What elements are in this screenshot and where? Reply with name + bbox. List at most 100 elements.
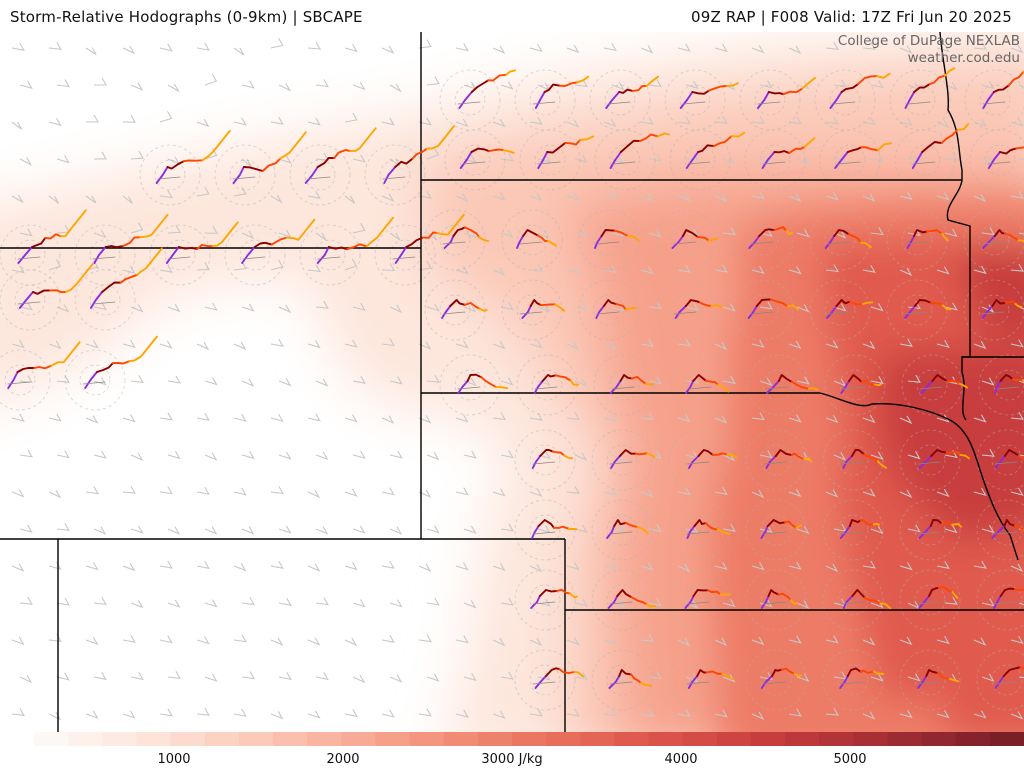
hodograph	[840, 449, 888, 469]
credit-line-2: weather.cod.edu	[907, 50, 1020, 66]
hodograph	[392, 213, 465, 264]
hodograph	[533, 374, 579, 394]
hodograph	[17, 209, 87, 264]
hodograph	[232, 131, 307, 184]
hodograph	[981, 229, 1024, 249]
hodograph	[609, 132, 670, 169]
hodograph	[994, 666, 1024, 689]
hodograph	[684, 589, 732, 609]
colorbar-segment	[955, 732, 991, 746]
hodograph	[605, 75, 660, 109]
hodograph	[904, 67, 956, 109]
hodograph	[917, 519, 963, 539]
hodograph	[834, 142, 893, 169]
hodograph	[824, 229, 872, 249]
hodograph	[304, 127, 377, 184]
hodograph	[516, 229, 558, 249]
hodograph	[826, 299, 874, 319]
hodograph	[747, 298, 799, 319]
colorbar-segment	[750, 732, 786, 746]
cape-shading	[0, 32, 1024, 732]
wind-barbs	[11, 38, 1024, 721]
colorbar-segment	[136, 732, 172, 746]
hodograph	[994, 449, 1024, 469]
colorbar-segment	[989, 732, 1024, 746]
hodograph	[840, 374, 883, 394]
colorbar-segment	[477, 732, 513, 746]
colorbar-segment	[443, 732, 479, 746]
hodograph	[89, 247, 163, 309]
colorbar-segment	[921, 732, 957, 746]
map-title: Storm-Relative Hodographs (0-9km) | SBCA…	[10, 8, 363, 26]
hodograph	[686, 449, 738, 469]
hodograph	[991, 519, 1024, 539]
colorbar-segment	[682, 732, 718, 746]
colorbar-segment	[614, 732, 650, 746]
hodograph	[760, 667, 803, 689]
hodograph	[685, 131, 746, 169]
colorbar-segment	[68, 732, 103, 746]
colorbar-tick-label: 1000	[157, 752, 191, 767]
colorbar-segment	[546, 732, 581, 746]
hodograph	[609, 374, 655, 394]
hodograph	[442, 226, 489, 249]
colorbar-tick-label: 2000	[326, 752, 360, 767]
hodograph	[748, 226, 793, 249]
colorbar-segment	[409, 732, 445, 746]
hodograph	[531, 519, 578, 539]
hodograph	[594, 229, 640, 249]
colorbar-segment	[204, 732, 240, 746]
hodograph	[609, 449, 656, 469]
hodograph	[987, 146, 1024, 169]
colorbar-segment	[580, 732, 615, 746]
hodograph	[608, 669, 653, 689]
hodograph	[757, 76, 816, 109]
hodograph	[765, 374, 819, 394]
hodograph	[441, 299, 488, 319]
hodograph	[671, 229, 719, 249]
hodograph	[763, 449, 813, 469]
colorbar-segment	[341, 732, 377, 746]
hodograph	[982, 70, 1024, 109]
hodograph	[679, 82, 739, 109]
hodograph	[607, 589, 657, 609]
hodograph	[904, 229, 949, 249]
hodograph	[382, 125, 455, 184]
hodograph	[606, 519, 649, 539]
hodograph	[917, 586, 959, 609]
hodograph	[457, 373, 509, 394]
hodograph	[840, 589, 892, 610]
colorbar-tick-label: 3000 J/kg	[481, 752, 543, 767]
colorbar-tick-label: 4000	[664, 752, 698, 767]
hodograph-rings	[0, 69, 1024, 711]
hodograph	[17, 263, 94, 309]
hodograph	[316, 216, 394, 264]
hodograph	[531, 448, 574, 469]
hodograph	[459, 147, 515, 169]
hodograph	[981, 299, 1023, 319]
colorbar-segment	[887, 732, 923, 746]
hodograph	[904, 299, 952, 319]
colorbar-segment	[238, 732, 274, 746]
hodograph	[761, 137, 816, 169]
colorbar-tick-label: 5000	[833, 752, 867, 767]
hodograph	[686, 519, 731, 539]
hodograph	[917, 449, 971, 469]
colorbar-segment	[34, 732, 69, 746]
colorbar-segment	[273, 732, 308, 746]
colorbar-segment	[819, 732, 854, 746]
colorbar-segment	[512, 732, 547, 746]
hodograph	[165, 221, 239, 264]
hodograph	[919, 374, 969, 394]
hodograph	[82, 335, 158, 389]
hodograph	[519, 299, 566, 319]
hodograph	[155, 129, 231, 184]
colorbar-segment	[375, 732, 411, 746]
colorbar-segment	[0, 732, 35, 746]
hodograph	[917, 669, 959, 689]
hodograph	[537, 135, 595, 169]
hodograph	[7, 341, 81, 389]
colorbar-segment	[853, 732, 889, 746]
hodograph	[532, 667, 585, 689]
hodograph	[530, 588, 578, 609]
